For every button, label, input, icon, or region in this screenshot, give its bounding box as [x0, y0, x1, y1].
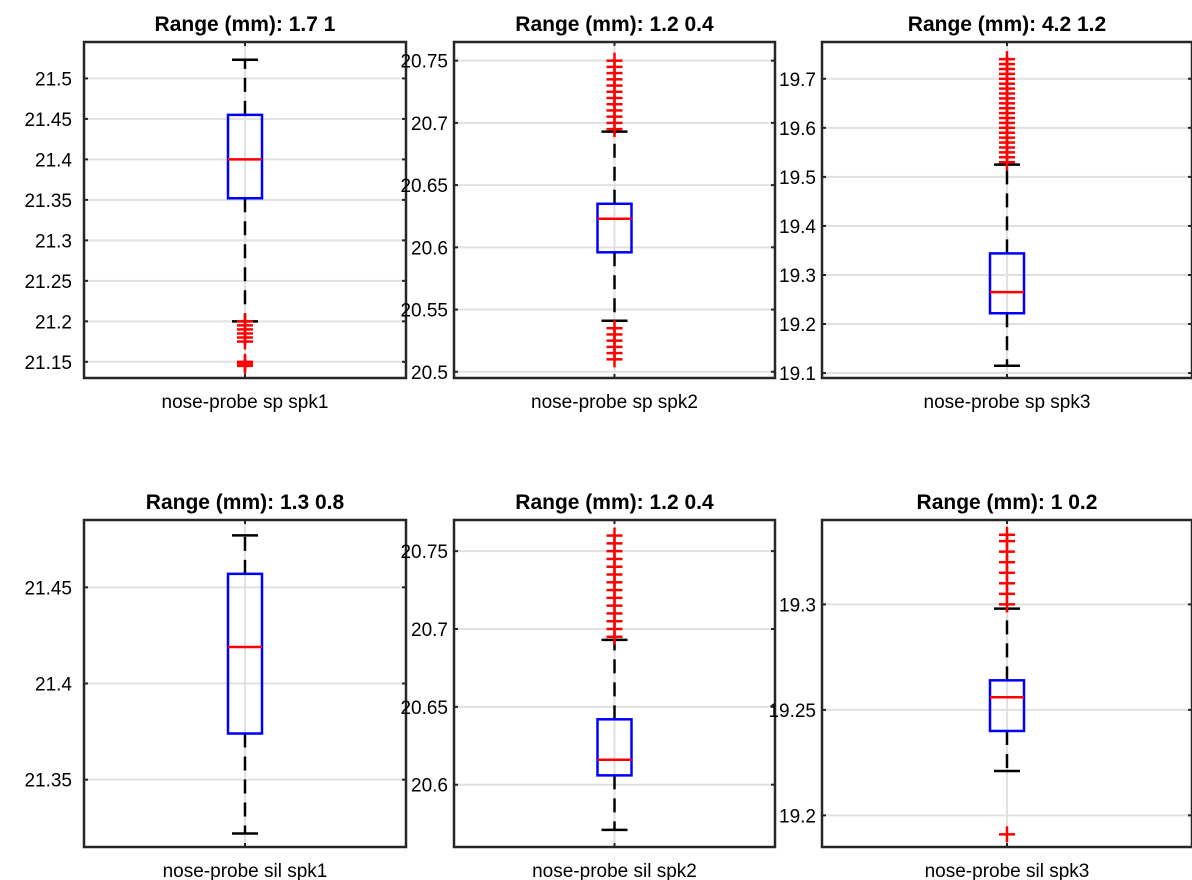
subplot-title: Range (mm): 4.2 1.2	[908, 13, 1106, 36]
y-tick-label: 21.3	[35, 231, 72, 252]
y-tick-label: 21.5	[35, 69, 72, 90]
y-tick-label: 20.7	[411, 620, 448, 641]
y-tick-label: 20.75	[400, 542, 448, 563]
y-tick-label: 21.4	[35, 150, 72, 171]
y-tick-label: 21.35	[24, 191, 72, 212]
y-tick-label: 19.2	[779, 315, 816, 336]
y-tick-label: 21.4	[35, 675, 72, 696]
y-tick-label: 20.5	[411, 363, 448, 384]
x-category-label: nose-probe sil spk1	[163, 861, 328, 880]
y-tick-label: 19.5	[779, 168, 816, 189]
y-tick-label: 19.6	[779, 119, 816, 140]
box-iqr	[596, 718, 633, 777]
y-tick-label: 21.25	[24, 272, 72, 293]
y-tick-label: 20.7	[411, 114, 448, 135]
y-tick-label: 20.75	[400, 52, 448, 73]
box-iqr	[226, 572, 264, 735]
x-category-label: nose-probe sp spk2	[531, 392, 698, 413]
y-tick-label: 20.65	[400, 176, 448, 197]
subplot-title: Range (mm): 1.3 0.8	[146, 491, 345, 514]
subplot-2: 20.5 20.55 20.6 20.65 20.7 20.75 Range (mm): 1…	[400, 13, 777, 413]
subplot-5: 20.6 20.65 20.7 20.75 Range (mm): 1.2 0.4 nos…	[400, 491, 777, 880]
outlier-marker	[237, 333, 253, 350]
y-tick-label: 19.25	[768, 701, 816, 722]
subplot-3: 19.1 19.2 19.3 19.4 19.5 19.6 19.7 Range (mm): …	[779, 13, 1192, 413]
outlier-marker	[999, 826, 1015, 843]
y-tick-label: 20.55	[400, 301, 448, 322]
y-tick-label: 19.2	[779, 806, 816, 827]
y-tick-label: 21.45	[24, 110, 72, 131]
subplot-title: Range (mm): 1.7 1	[155, 13, 336, 36]
box-iqr	[988, 679, 1026, 733]
box-iqr	[226, 113, 264, 200]
box-iqr	[596, 202, 633, 254]
y-tick-label: 20.65	[400, 698, 448, 719]
subplot-4: 21.35 21.4 21.45 Range (mm): 1.3 0.8 nose-pr…	[24, 491, 408, 880]
y-tick-label: 19.7	[779, 70, 816, 91]
y-tick-label: 21.2	[35, 312, 72, 333]
y-tick-label: 21.35	[24, 771, 72, 792]
subplot-1: 21.15 21.2 21.25 21.3 21.35 21.4 21.45 21.5 Rang…	[24, 13, 408, 413]
y-tick-label: 20.6	[411, 238, 448, 259]
outlier-marker	[606, 121, 623, 138]
subplot-title: Range (mm): 1.2 0.4	[515, 13, 714, 36]
x-category-label: nose-probe sil spk3	[925, 861, 1090, 880]
outlier-marker	[606, 351, 623, 368]
x-category-label: nose-probe sp spk3	[924, 392, 1091, 413]
subplot-6: 19.2 19.25 19.3 Range (mm): 1 0.2 nose-probe…	[768, 491, 1192, 880]
outlier-marker	[606, 628, 623, 645]
y-tick-label: 19.1	[779, 364, 816, 385]
y-tick-label: 21.45	[24, 578, 72, 599]
y-tick-label: 20.6	[411, 776, 448, 797]
y-tick-label: 19.3	[779, 595, 816, 616]
outlier-marker	[999, 596, 1015, 613]
outlier-marker	[237, 357, 253, 374]
y-tick-label: 19.4	[779, 217, 816, 238]
x-category-label: nose-probe sil spk2	[532, 861, 697, 880]
y-tick-label: 19.3	[779, 266, 816, 287]
x-category-label: nose-probe sp spk1	[162, 392, 329, 413]
subplot-title: Range (mm): 1 0.2	[917, 491, 1098, 514]
outlier-marker	[999, 154, 1015, 171]
subplot-title: Range (mm): 1.2 0.4	[515, 491, 714, 514]
box-iqr	[988, 252, 1026, 315]
y-tick-label: 21.15	[24, 353, 72, 374]
